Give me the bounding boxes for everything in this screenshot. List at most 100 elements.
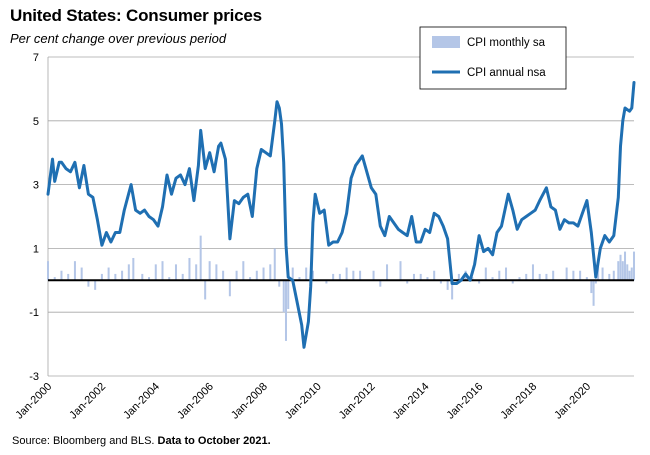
monthly-bar bbox=[612, 270, 615, 281]
monthly-bar bbox=[298, 277, 301, 281]
y-tick-label: 3 bbox=[33, 180, 39, 192]
x-tick-label: Jan-2002 bbox=[67, 381, 108, 422]
monthly-bar bbox=[284, 280, 287, 341]
monthly-bar bbox=[484, 267, 487, 281]
monthly-bar bbox=[188, 257, 191, 281]
monthly-bar bbox=[572, 270, 575, 281]
monthly-bar bbox=[168, 277, 171, 281]
x-tick-label: Jan-2016 bbox=[445, 381, 486, 422]
monthly-bar bbox=[471, 277, 474, 281]
y-tick-label: 7 bbox=[33, 52, 39, 64]
x-tick-label: Jan-2014 bbox=[391, 381, 432, 422]
x-tick-label: Jan-2008 bbox=[229, 381, 270, 422]
x-tick-label: Jan-2010 bbox=[283, 381, 324, 422]
monthly-bar bbox=[195, 264, 198, 281]
monthly-bar bbox=[359, 270, 362, 281]
monthly-bar bbox=[114, 273, 117, 281]
x-tick-labels: Jan-2000 Jan-2002 Jan-2004 Jan-2006 Jan-2008… bbox=[13, 381, 593, 422]
x-tick-label: Jan-2012 bbox=[337, 381, 378, 422]
legend-label-annual: CPI annual nsa bbox=[467, 67, 546, 79]
source-note: Source: Bloomberg and BLS. Data to Octob… bbox=[12, 435, 271, 447]
monthly-bar bbox=[87, 280, 90, 287]
monthly-bar bbox=[451, 280, 454, 300]
monthly-bar bbox=[585, 277, 588, 281]
monthly-bar bbox=[181, 273, 184, 281]
monthly-bar bbox=[439, 280, 442, 284]
monthly-bar bbox=[208, 261, 211, 281]
monthly-bar bbox=[565, 267, 568, 281]
monthly-bar bbox=[127, 264, 130, 281]
source-text: Source: Bloomberg and BLS. bbox=[12, 435, 155, 447]
monthly-bar bbox=[94, 280, 97, 290]
monthly-bar bbox=[204, 280, 207, 300]
monthly-bar bbox=[161, 261, 164, 281]
x-tick-label: Jan-2000 bbox=[13, 381, 54, 422]
monthly-bar bbox=[624, 251, 627, 281]
monthly-bar bbox=[619, 254, 622, 281]
monthly-bar bbox=[255, 270, 258, 281]
legend-swatch-monthly bbox=[432, 36, 460, 48]
monthly-bar bbox=[287, 280, 290, 310]
legend-label-monthly: CPI monthly sa bbox=[467, 37, 546, 49]
monthly-bar bbox=[73, 261, 76, 281]
monthly-bar bbox=[278, 280, 281, 287]
monthly-bar bbox=[545, 273, 548, 281]
x-tick-label: Jan-2020 bbox=[552, 381, 593, 422]
y-tick-label: 5 bbox=[33, 116, 39, 128]
monthly-bar bbox=[46, 261, 50, 281]
monthly-bar bbox=[282, 280, 285, 313]
data-note: Data to October 2021. bbox=[157, 435, 271, 447]
monthly-bar bbox=[311, 270, 314, 281]
monthly-bar bbox=[305, 267, 308, 281]
monthly-bar bbox=[531, 264, 534, 281]
monthly-bar bbox=[332, 273, 335, 281]
monthly-bar bbox=[80, 267, 83, 281]
monthly-bar bbox=[379, 280, 382, 287]
monthly-bar bbox=[632, 251, 636, 281]
monthly-bar bbox=[386, 264, 389, 281]
monthly-bar bbox=[433, 270, 436, 281]
monthly-bar bbox=[154, 264, 157, 281]
monthly-bar bbox=[426, 277, 429, 281]
monthly-bar bbox=[148, 277, 151, 281]
x-tick-label: Jan-2006 bbox=[175, 381, 216, 422]
monthly-bar bbox=[262, 267, 265, 281]
chart-title: United States: Consumer prices bbox=[10, 6, 262, 25]
monthly-bar bbox=[601, 267, 604, 281]
monthly-bar bbox=[498, 270, 501, 281]
monthly-bar bbox=[249, 277, 252, 281]
monthly-bar bbox=[291, 267, 294, 281]
monthly-bar bbox=[630, 267, 633, 281]
monthly-bar bbox=[419, 273, 422, 281]
monthly-bar bbox=[228, 280, 231, 297]
x-tick-label: Jan-2004 bbox=[121, 381, 162, 422]
monthly-bar bbox=[478, 280, 481, 284]
y-tick-labels: 7 5 3 1 -1 -3 bbox=[29, 52, 39, 383]
monthly-bar bbox=[174, 264, 177, 281]
monthly-bar bbox=[67, 273, 70, 281]
monthly-bar bbox=[273, 248, 276, 281]
y-tick-label: 1 bbox=[33, 243, 39, 255]
legend: CPI monthly sa CPI annual nsa bbox=[419, 26, 567, 90]
monthly-bar bbox=[491, 277, 494, 281]
annual-line bbox=[46, 81, 636, 349]
annual-series-line bbox=[46, 81, 636, 349]
monthly-bar bbox=[608, 273, 611, 281]
monthly-bar bbox=[538, 273, 541, 281]
monthly-bar bbox=[592, 280, 595, 306]
chart-subtitle: Per cent change over previous period bbox=[10, 31, 227, 46]
monthly-bar bbox=[406, 280, 409, 284]
monthly-bar bbox=[525, 273, 528, 281]
monthly-bar bbox=[60, 270, 63, 281]
monthly-bars bbox=[46, 235, 636, 341]
monthly-bar bbox=[372, 270, 375, 281]
monthly-bar bbox=[505, 267, 508, 281]
monthly-bar bbox=[242, 261, 245, 281]
monthly-bar bbox=[594, 280, 597, 284]
y-tick-label: -1 bbox=[29, 307, 39, 319]
monthly-bar bbox=[412, 273, 415, 281]
monthly-bar bbox=[617, 261, 620, 281]
monthly-bar bbox=[107, 267, 110, 281]
monthly-bar bbox=[53, 277, 56, 281]
monthly-bar bbox=[100, 273, 103, 281]
